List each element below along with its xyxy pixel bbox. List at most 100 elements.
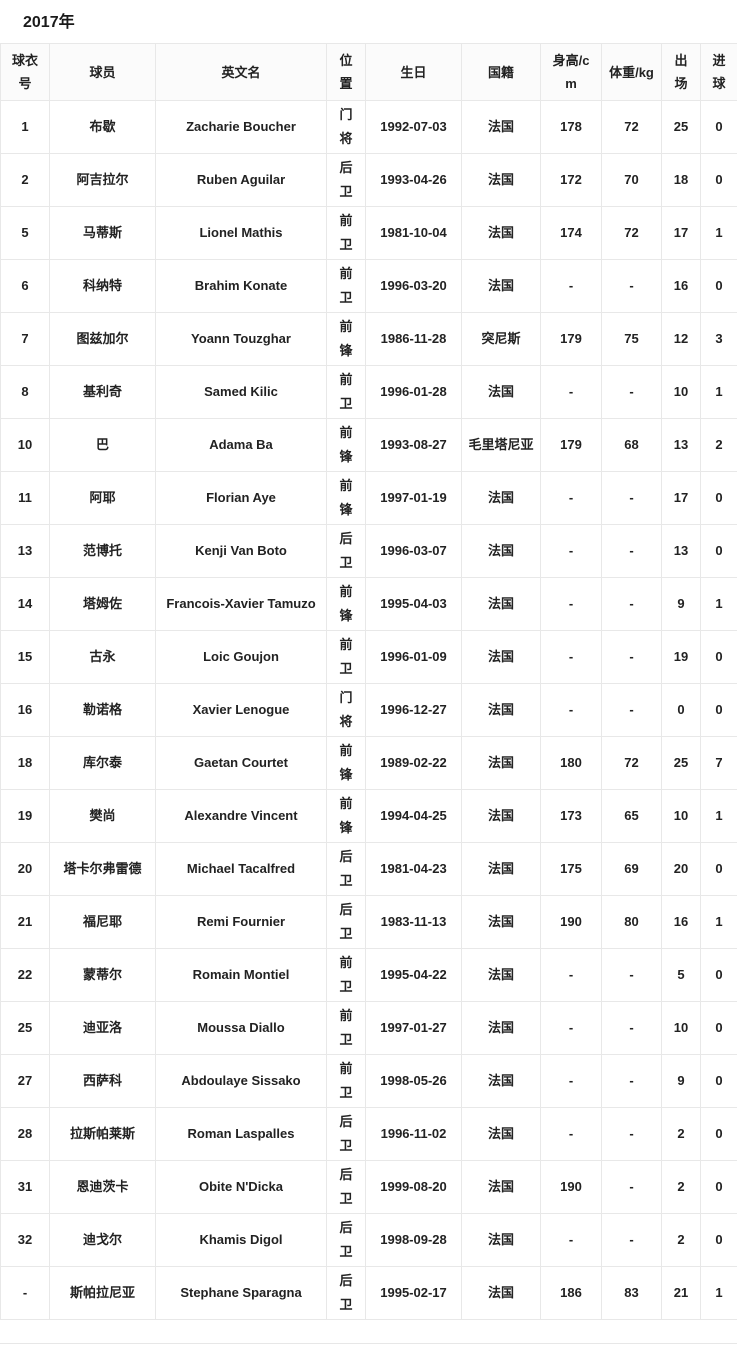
cell-no: 10 xyxy=(0,418,50,472)
table-row: 21 福尼耶 Remi Fournier 后卫 1983-11-13 法国 190 80 16 1 xyxy=(0,895,737,949)
cell-position: 门将 xyxy=(326,100,366,154)
cell-player: 樊尚 xyxy=(49,789,156,843)
cell-name_en: Lionel Mathis xyxy=(155,206,327,260)
cell-weight: 69 xyxy=(601,842,662,896)
cell-weight: - xyxy=(601,365,662,419)
cell-nationality: 法国 xyxy=(461,948,541,1002)
cell-name_en: Remi Fournier xyxy=(155,895,327,949)
cell-position: 后卫 xyxy=(326,153,366,207)
cell-position: 前锋 xyxy=(326,471,366,525)
cell-player: 西萨科 xyxy=(49,1054,156,1108)
cell-player: 拉斯帕莱斯 xyxy=(49,1107,156,1161)
cell-goals: 0 xyxy=(700,1001,737,1055)
cell-weight: - xyxy=(601,1107,662,1161)
table-row: 20 塔卡尔弗雷德 Michael Tacalfred 后卫 1981-04-23 法国 1… xyxy=(0,842,737,896)
table-row: 8 基利奇 Samed Kilic 前卫 1996-01-28 法国 - -10 1 xyxy=(0,365,737,419)
cell-nationality: 法国 xyxy=(461,630,541,684)
cell-height: - xyxy=(540,365,602,419)
cell-birthday: 1996-01-28 xyxy=(365,365,462,419)
cell-name_en: Michael Tacalfred xyxy=(155,842,327,896)
cell-no: 31 xyxy=(0,1160,50,1214)
cell-player: 古永 xyxy=(49,630,156,684)
cell-no: 28 xyxy=(0,1107,50,1161)
cell-weight: 70 xyxy=(601,153,662,207)
column-header-no: 球衣号 xyxy=(0,43,50,101)
cell-nationality: 法国 xyxy=(461,789,541,843)
cell-no: 5 xyxy=(0,206,50,260)
cell-no: 20 xyxy=(0,842,50,896)
cell-position: 前锋 xyxy=(326,577,366,631)
cell-nationality: 法国 xyxy=(461,206,541,260)
cell-nationality: 法国 xyxy=(461,1213,541,1267)
table-row: 7 图兹加尔 Yoann Touzghar 前锋 1986-11-28 突尼斯 179 75 1… xyxy=(0,312,737,366)
cell-apps: 17 xyxy=(661,471,701,525)
column-header-weight: 体重/kg xyxy=(601,43,662,101)
cell-goals: 1 xyxy=(700,895,737,949)
cell-position: 前卫 xyxy=(326,1001,366,1055)
cell-nationality: 法国 xyxy=(461,683,541,737)
cell-position: 后卫 xyxy=(326,895,366,949)
cell-apps: 21 xyxy=(661,1266,701,1320)
cell-nationality: 法国 xyxy=(461,736,541,790)
cell-height: - xyxy=(540,1054,602,1108)
cell-position: 前锋 xyxy=(326,789,366,843)
cell-no: 8 xyxy=(0,365,50,419)
cell-name_en: Roman Laspalles xyxy=(155,1107,327,1161)
cell-player: 图兹加尔 xyxy=(49,312,156,366)
table-row: 16 勒诺格 Xavier Lenogue 门将 1996-12-27 法国 - -0 0 xyxy=(0,683,737,737)
cell-apps: 2 xyxy=(661,1107,701,1161)
cell-name_en: Adama Ba xyxy=(155,418,327,472)
table-row: 2 阿吉拉尔 Ruben Aguilar 后卫 1993-04-26 法国 172 70 18 0 xyxy=(0,153,737,207)
cell-nationality: 法国 xyxy=(461,1107,541,1161)
cell-nationality: 法国 xyxy=(461,895,541,949)
cell-apps: 0 xyxy=(661,683,701,737)
cell-birthday: 1992-07-03 xyxy=(365,100,462,154)
cell-birthday: 1981-10-04 xyxy=(365,206,462,260)
cell-position: 前锋 xyxy=(326,736,366,790)
cell-nationality: 法国 xyxy=(461,1266,541,1320)
column-header-position: 位置 xyxy=(326,43,366,101)
cell-height: 179 xyxy=(540,312,602,366)
cell-birthday: 1998-05-26 xyxy=(365,1054,462,1108)
cell-goals: 0 xyxy=(700,1107,737,1161)
cell-apps: 10 xyxy=(661,365,701,419)
cell-goals: 2 xyxy=(700,418,737,472)
cell-position: 前卫 xyxy=(326,1054,366,1108)
table-row: 11 阿耶 Florian Aye 前锋 1997-01-19 法国 - -17 0 xyxy=(0,471,737,525)
cell-apps: 13 xyxy=(661,418,701,472)
bottom-divider xyxy=(0,1343,737,1344)
table-row: 5 马蒂斯 Lionel Mathis 前卫 1981-10-04 法国 174 72 17 1 xyxy=(0,206,737,260)
cell-birthday: 1997-01-27 xyxy=(365,1001,462,1055)
cell-player: 科纳特 xyxy=(49,259,156,313)
cell-nationality: 法国 xyxy=(461,259,541,313)
cell-player: 阿耶 xyxy=(49,471,156,525)
cell-weight: - xyxy=(601,948,662,1002)
cell-birthday: 1999-08-20 xyxy=(365,1160,462,1214)
cell-apps: 2 xyxy=(661,1160,701,1214)
cell-weight: 68 xyxy=(601,418,662,472)
cell-weight: - xyxy=(601,577,662,631)
cell-no: - xyxy=(0,1266,50,1320)
cell-position: 前锋 xyxy=(326,418,366,472)
cell-height: 179 xyxy=(540,418,602,472)
cell-name_en: Xavier Lenogue xyxy=(155,683,327,737)
cell-goals: 0 xyxy=(700,1213,737,1267)
cell-height: - xyxy=(540,630,602,684)
cell-weight: 72 xyxy=(601,736,662,790)
cell-apps: 9 xyxy=(661,1054,701,1108)
cell-apps: 5 xyxy=(661,948,701,1002)
table-row: 15 古永 Loic Goujon 前卫 1996-01-09 法国 - -19 0 xyxy=(0,630,737,684)
cell-apps: 19 xyxy=(661,630,701,684)
cell-no: 13 xyxy=(0,524,50,578)
cell-goals: 1 xyxy=(700,365,737,419)
cell-birthday: 1998-09-28 xyxy=(365,1213,462,1267)
cell-position: 后卫 xyxy=(326,524,366,578)
table-row: 14 塔姆佐 Francois-Xavier Tamuzo 前锋 1995-04-03 法… xyxy=(0,577,737,631)
cell-player: 范博托 xyxy=(49,524,156,578)
cell-weight: - xyxy=(601,630,662,684)
cell-height: - xyxy=(540,524,602,578)
table-row: 6 科纳特 Brahim Konate 前卫 1996-03-20 法国 - -16 0 xyxy=(0,259,737,313)
cell-apps: 9 xyxy=(661,577,701,631)
cell-no: 25 xyxy=(0,1001,50,1055)
column-header-birthday: 生日 xyxy=(365,43,462,101)
